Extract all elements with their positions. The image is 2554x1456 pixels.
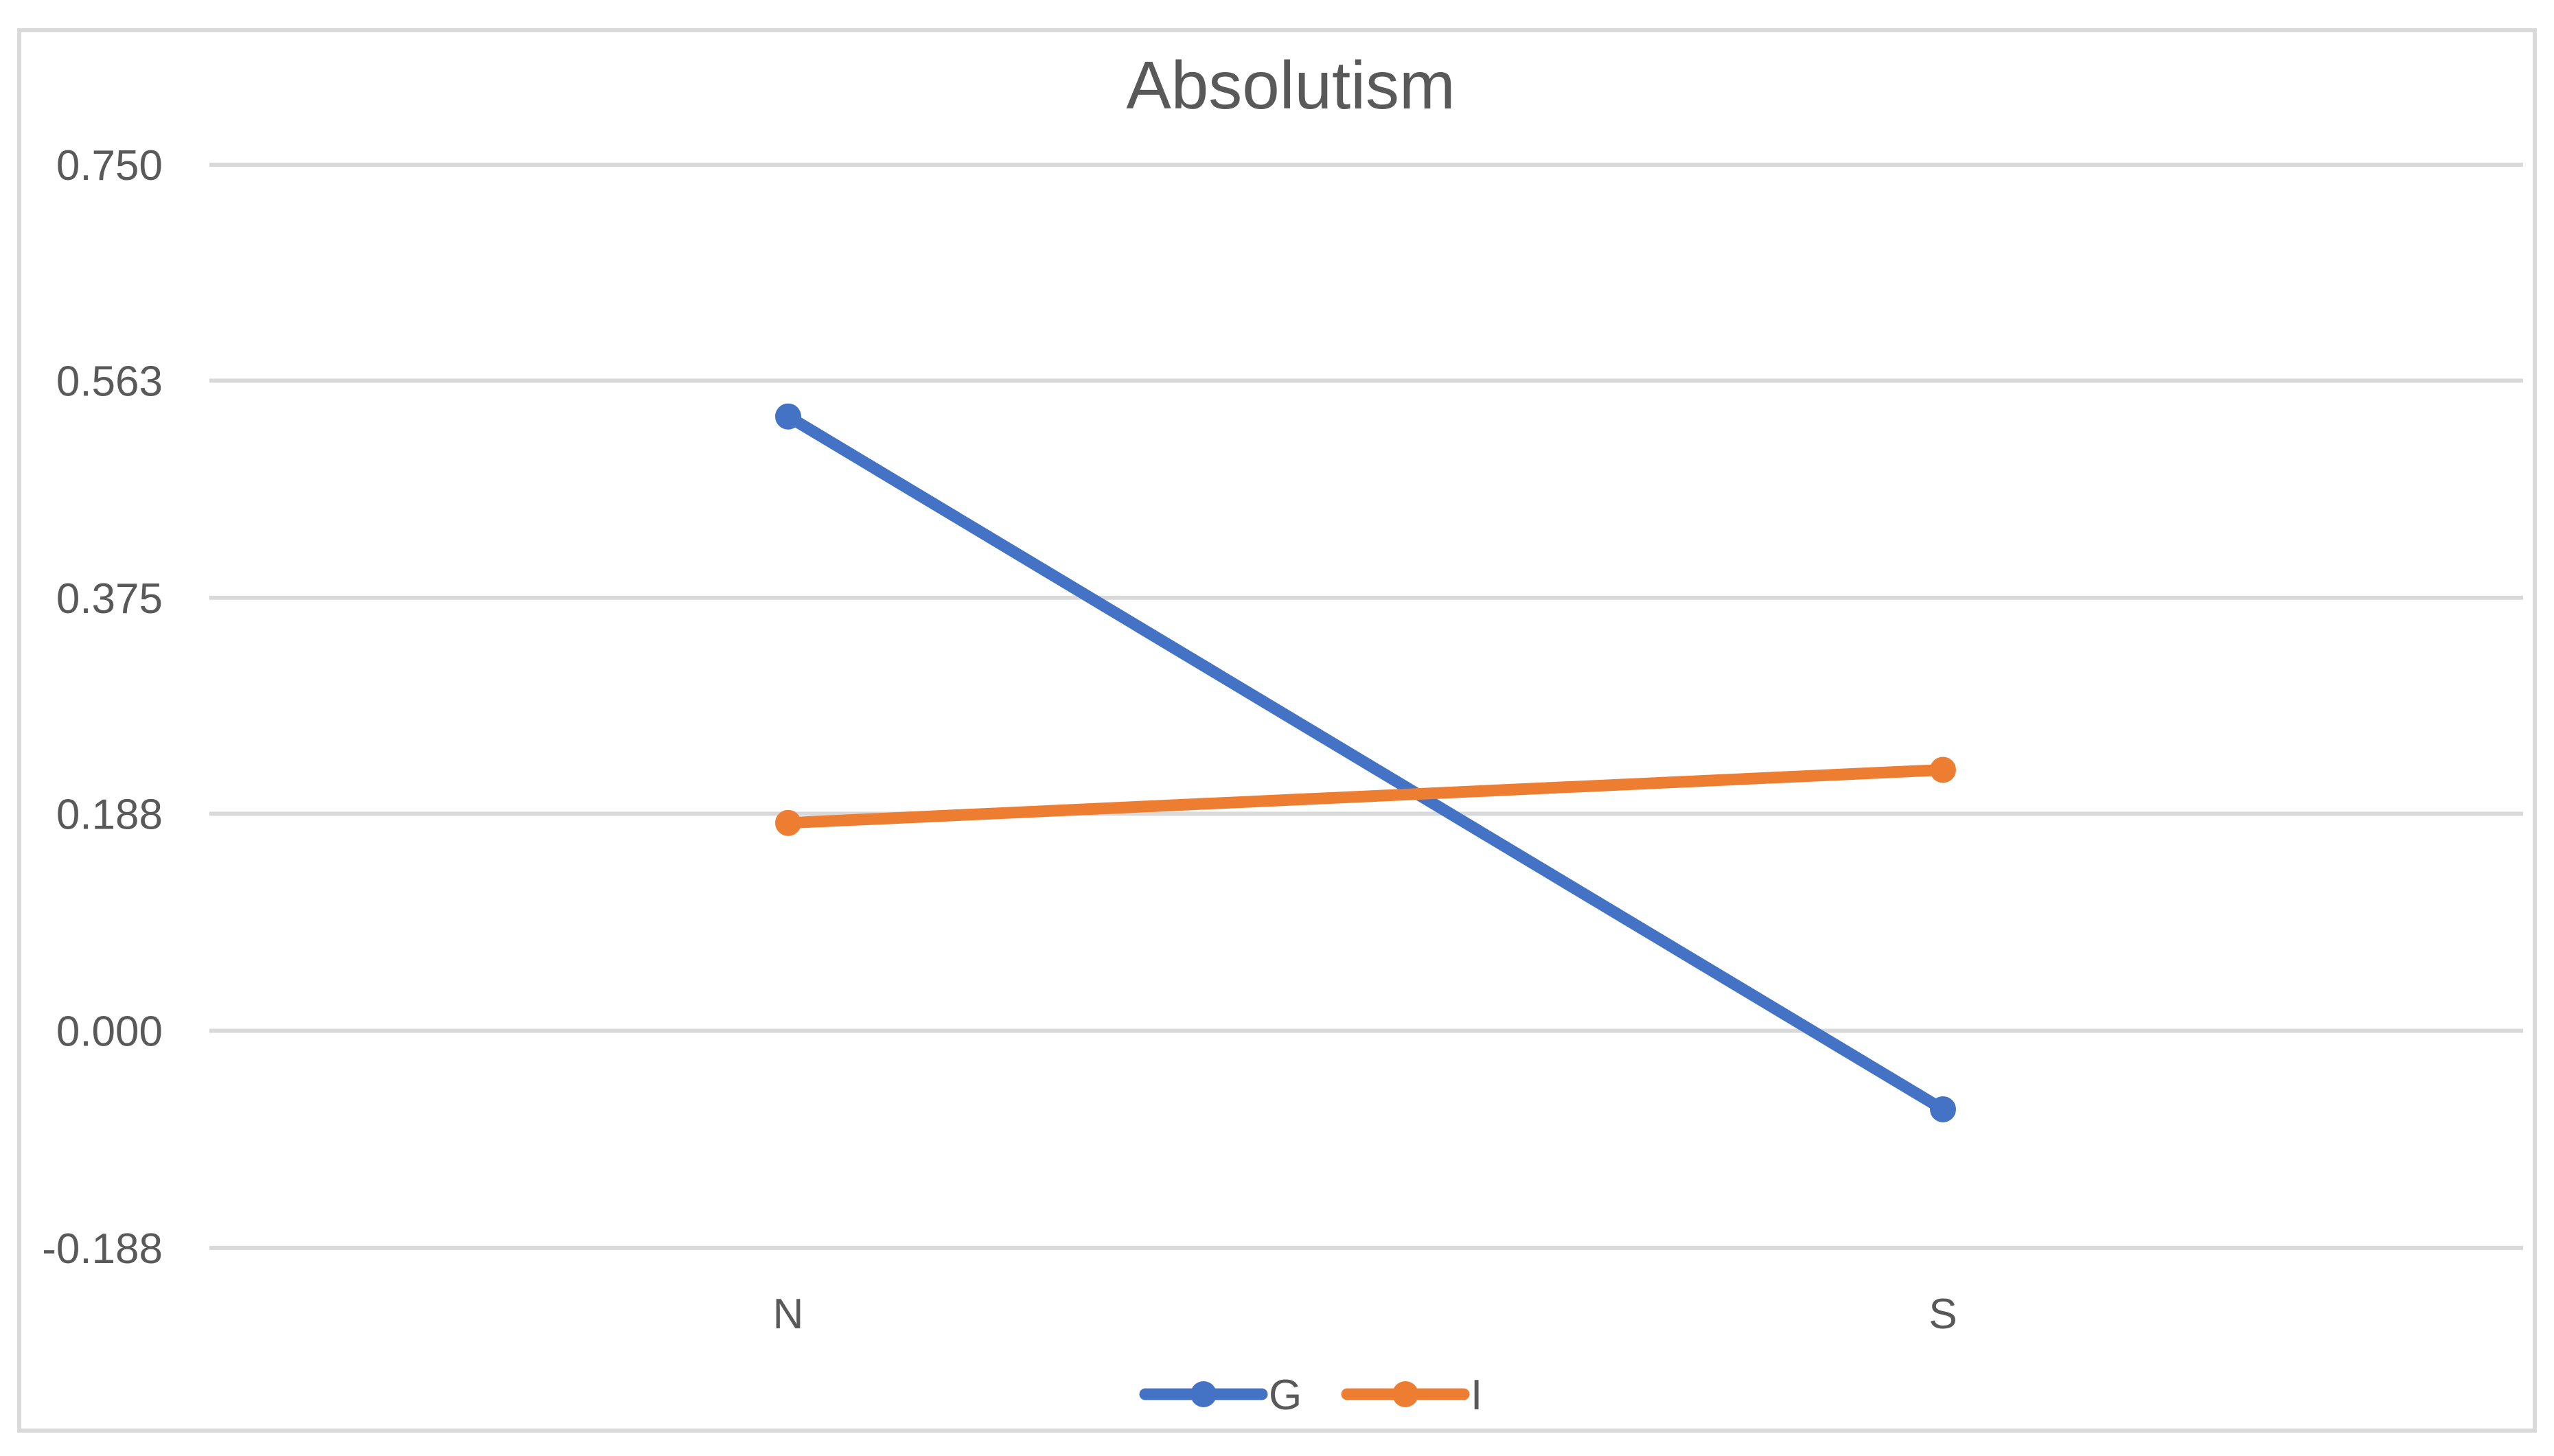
y-tick-label: 0.750 (56, 142, 163, 189)
y-tick-label: 0.563 (56, 358, 163, 406)
series-line-I (782, 763, 1949, 829)
data-point-I (1930, 756, 1956, 783)
y-tick-label: 0.000 (56, 1008, 163, 1056)
legend-marker-I (1392, 1381, 1418, 1407)
y-axis-tick-labels: 0.750 0.563 0.375 0.188 0.000 -0.188 (42, 142, 163, 1273)
legend-label-G: G (1269, 1372, 1302, 1419)
y-tick-label: 0.375 (56, 575, 163, 623)
series-line-G (782, 411, 1949, 1116)
x-tick-label: N (773, 1291, 804, 1338)
chart-border (17, 28, 2537, 1433)
data-point-I (775, 809, 801, 836)
data-point-G (775, 403, 801, 430)
x-tick-label: S (1929, 1291, 1957, 1338)
y-tick-label: 0.188 (56, 791, 163, 838)
y-tick-label: -0.188 (42, 1225, 163, 1273)
data-point-G (1930, 1096, 1956, 1122)
gridlines (209, 163, 2523, 1250)
legend-marker-G (1190, 1381, 1217, 1407)
legend-label-I: I (1471, 1372, 1482, 1419)
series-layer (775, 403, 1956, 1122)
chart-title: Absolutism (1126, 47, 1455, 123)
